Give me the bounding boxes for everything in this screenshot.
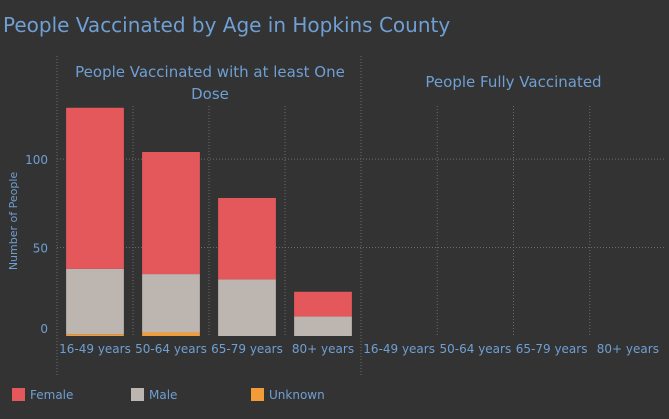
legend-swatch [251, 388, 264, 401]
x-tick-label: 16-49 years [363, 342, 435, 356]
y-axis-label: Number of People [7, 172, 20, 271]
panel-title: People Fully Vaccinated [425, 73, 601, 91]
bar-unknown [142, 332, 200, 336]
panel-title-line: People Vaccinated with at least One [75, 63, 345, 81]
bar-male [142, 274, 200, 333]
legend-label: Female [30, 388, 73, 402]
y-tick-label: 100 [25, 153, 48, 167]
x-tick-label: 65-79 years [211, 342, 283, 356]
bar-unknown [66, 334, 124, 336]
legend-swatch [12, 388, 25, 401]
x-tick-label: 50-64 years [135, 342, 207, 356]
bar-female [218, 198, 276, 280]
panel-title-line: Dose [191, 85, 229, 103]
y-tick-label: 0 [40, 322, 48, 336]
x-tick-label: 65-79 years [516, 342, 588, 356]
x-tick-label: 80+ years [292, 342, 354, 356]
x-tick-label: 50-64 years [440, 342, 512, 356]
legend-swatch [131, 388, 144, 401]
chart-title: People Vaccinated by Age in Hopkins Coun… [3, 13, 451, 37]
bar-male [66, 268, 124, 335]
bar-female [142, 152, 200, 275]
bar-male [218, 279, 276, 336]
y-tick-label: 50 [33, 242, 48, 256]
bar-female [66, 107, 124, 269]
legend-label: Unknown [269, 388, 325, 402]
x-tick-label: 16-49 years [59, 342, 131, 356]
bar-female [294, 291, 352, 317]
legend-label: Male [149, 388, 177, 402]
bar-male [294, 316, 352, 336]
x-tick-label: 80+ years [597, 342, 659, 356]
